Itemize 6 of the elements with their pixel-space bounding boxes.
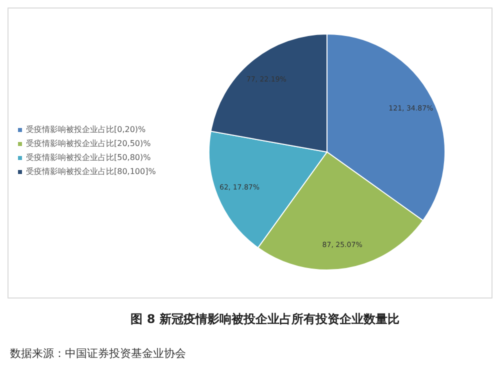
legend-label: 受疫情影响被投企业占比[0,20)%: [26, 125, 146, 134]
legend-label: 受疫情影响被投企业占比[80,100]%: [26, 167, 156, 176]
legend-label: 受疫情影响被投企业占比[50,80)%: [26, 153, 152, 162]
source-note: 数据来源：中国证券投资基金业协会: [10, 347, 186, 360]
legend-label: 受疫情影响被投企业占比[20,50)%: [26, 139, 152, 148]
text: 图 8 新冠疫情影响被投企业占所有投资企业数量比: [130, 312, 400, 326]
